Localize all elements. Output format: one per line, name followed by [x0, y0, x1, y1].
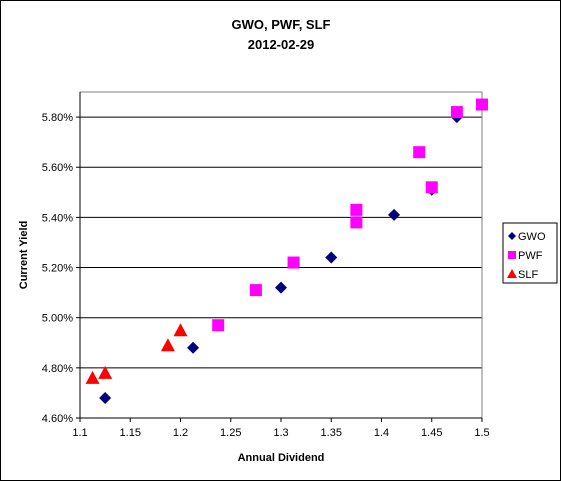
legend-label: SLF	[518, 269, 538, 281]
data-point	[476, 98, 488, 111]
y-axis: 4.60% 4.80% 5.00% 5.20% 5.40% 5.60% 5.80%	[42, 112, 80, 425]
legend-swatch	[508, 232, 516, 240]
x-tick-label: 1.1	[72, 427, 87, 439]
x-tick-label: 1.35	[321, 427, 342, 439]
x-tick-label: 1.4	[374, 427, 389, 439]
y-tick-label: 5.40%	[42, 212, 73, 224]
y-tick-label: 4.80%	[42, 363, 73, 375]
x-tick-label: 1.15	[120, 427, 141, 439]
data-point	[212, 319, 225, 332]
y-tick-label: 5.60%	[42, 162, 73, 174]
legend-swatch	[507, 269, 517, 278]
series-pwf	[212, 98, 488, 332]
data-point	[425, 181, 438, 194]
legend-label: GWO	[518, 231, 546, 243]
chart-title: GWO, PWF, SLF	[232, 17, 331, 32]
data-point	[160, 338, 175, 352]
x-tick-label: 1.45	[421, 427, 442, 439]
data-points	[85, 98, 488, 404]
data-point	[413, 146, 426, 159]
data-point	[173, 323, 188, 337]
x-axis: 1.1 1.15 1.2 1.25 1.3 1.35 1.4 1.45 1.5	[72, 92, 490, 439]
x-tick-label: 1.3	[273, 427, 288, 439]
series-slf	[85, 323, 188, 384]
x-tick-label: 1.5	[474, 427, 489, 439]
x-tick-label: 1.2	[173, 427, 188, 439]
data-point	[388, 208, 401, 221]
data-point	[187, 341, 200, 354]
legend-label: PWF	[518, 250, 543, 262]
data-point	[350, 216, 363, 229]
x-axis-title: Annual Dividend	[238, 452, 325, 464]
y-tick-label: 5.80%	[42, 112, 73, 124]
data-point	[98, 365, 113, 379]
data-point	[350, 203, 363, 216]
legend: GWO PWF SLF	[502, 222, 558, 284]
data-point	[325, 251, 338, 264]
y-axis-title: Current Yield	[18, 221, 30, 289]
y-tick-label: 4.60%	[42, 413, 73, 425]
data-point	[85, 370, 100, 384]
grid-lines	[80, 116, 482, 369]
data-point	[275, 281, 287, 294]
data-point	[249, 284, 262, 297]
data-point	[450, 106, 463, 119]
data-point	[287, 256, 300, 269]
legend-swatch	[508, 251, 516, 259]
chart-subtitle: 2012-02-29	[248, 37, 315, 52]
y-tick-label: 5.00%	[42, 313, 73, 325]
y-tick-label: 5.20%	[42, 263, 73, 275]
data-point	[99, 391, 112, 404]
x-tick-label: 1.25	[220, 427, 241, 439]
